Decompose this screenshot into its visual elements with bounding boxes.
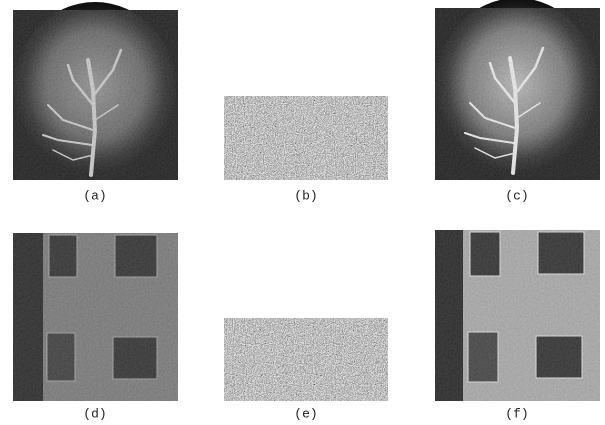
caption: (d) bbox=[83, 406, 106, 421]
figure: (a) (b) (c) (d) (e) (f) bbox=[0, 0, 605, 425]
panel-c bbox=[435, 0, 600, 180]
panel-e bbox=[224, 318, 388, 401]
panel-a bbox=[13, 2, 178, 180]
caption: (a) bbox=[83, 188, 106, 203]
caption: (f) bbox=[505, 406, 528, 421]
caption: (e) bbox=[294, 406, 317, 421]
panel-b bbox=[224, 96, 388, 180]
panel-f bbox=[435, 230, 600, 401]
caption: (b) bbox=[294, 188, 317, 203]
caption: (c) bbox=[505, 188, 528, 203]
panel-d bbox=[13, 233, 178, 401]
